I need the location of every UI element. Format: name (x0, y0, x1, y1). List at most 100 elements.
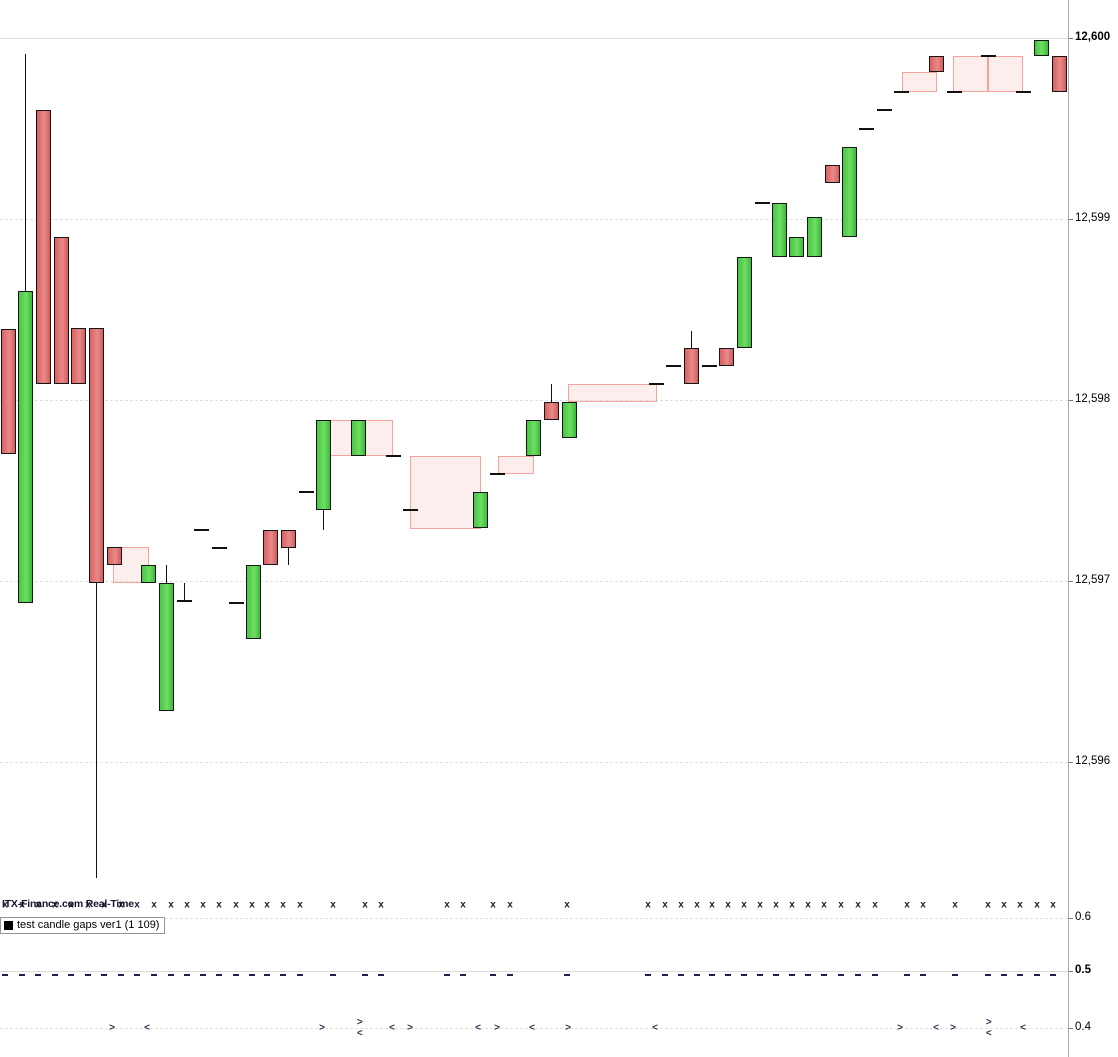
indicator-dash-mark (68, 974, 74, 976)
indicator-dash-mark (952, 974, 958, 976)
indicator-x-mark: x (378, 899, 384, 911)
axis-tick (1068, 219, 1073, 220)
indicator-dash-mark (297, 974, 303, 976)
axis-tick (1068, 971, 1073, 972)
indicator-dash-mark (249, 974, 255, 976)
indicator-dash-mark (118, 974, 124, 976)
indicator-dash-mark (444, 974, 450, 976)
indicator-x-mark: x (460, 899, 466, 911)
indicator-arrow-mark: < (1020, 1022, 1026, 1034)
candle-doji (176, 599, 192, 602)
indicator-dash-mark (151, 974, 157, 976)
gridline (0, 400, 1068, 401)
candle-flat (228, 601, 244, 604)
candle-up (806, 217, 822, 257)
indicator-gridline (0, 1028, 1068, 1029)
indicator-dash-mark (789, 974, 795, 976)
gap-box (953, 56, 988, 93)
price-label: 12,598 (1075, 393, 1111, 405)
candle-up (525, 419, 541, 457)
candle-up (140, 564, 156, 583)
indicator-x-mark: x (507, 899, 513, 911)
indicator-x-mark: x (68, 899, 74, 911)
candle-up (736, 257, 752, 348)
price-label: 12,596 (1075, 755, 1111, 767)
candle-down (53, 237, 69, 384)
price-label: 12,599 (1075, 212, 1111, 224)
candle-flat (701, 364, 717, 367)
indicator-dash-mark (507, 974, 513, 976)
indicator-label: 0.4 (1075, 1021, 1091, 1033)
indicator-arrow-mark: > (950, 1022, 956, 1034)
indicator-arrow-mark: >< (985, 1017, 992, 1039)
indicator-x-mark: x (118, 899, 124, 911)
indicator-x-mark: x (184, 899, 190, 911)
indicator-x-mark: x (773, 899, 779, 911)
candle-down (928, 56, 944, 73)
indicator-x-mark: x (678, 899, 684, 911)
candle-flat (858, 127, 874, 130)
indicator-dash-mark (1050, 974, 1056, 976)
indicator-dash-mark (168, 974, 174, 976)
candle-up (17, 291, 33, 603)
legend-label: test candle gaps ver1 (1 109) (17, 919, 160, 931)
indicator-x-mark: x (168, 899, 174, 911)
gridline (0, 219, 1068, 220)
indicator-dash-mark (200, 974, 206, 976)
indicator-dash-mark (330, 974, 336, 976)
indicator-dash-mark (184, 974, 190, 976)
indicator-dash-mark (378, 974, 384, 976)
candle-up (1033, 39, 1049, 57)
price-label: 12,597 (1075, 574, 1111, 586)
indicator-dash-mark (872, 974, 878, 976)
indicator-arrow-mark: < (144, 1022, 150, 1034)
indicator-arrow-mark: < (389, 1022, 395, 1034)
axis-tick (1068, 762, 1073, 763)
indicator-legend[interactable]: test candle gaps ver1 (1 109) (0, 917, 166, 934)
indicator-dash-mark (709, 974, 715, 976)
candle-flat (1015, 91, 1031, 94)
indicator-dash-mark (920, 974, 926, 976)
indicator-x-mark: x (920, 899, 926, 911)
candle-down (0, 329, 16, 455)
indicator-x-mark: x (297, 899, 303, 911)
indicator-label: 0.6 (1075, 911, 1091, 923)
indicator-dash-mark (134, 974, 140, 976)
candle-flat (876, 109, 892, 112)
indicator-dash-mark (490, 974, 496, 976)
candle-down (280, 530, 296, 549)
candle-up (472, 492, 488, 529)
gap-box (568, 383, 657, 402)
indicator-x-mark: x (101, 899, 107, 911)
indicator-dash-mark (264, 974, 270, 976)
indicator-dash-mark (1017, 974, 1023, 976)
indicator-dash-mark (678, 974, 684, 976)
axis-tick (1068, 581, 1073, 582)
indicator-x-mark: x (490, 899, 496, 911)
candle-down (543, 401, 559, 420)
indicator-dash-mark (280, 974, 286, 976)
axis-tick (1068, 918, 1073, 919)
indicator-dash-mark (725, 974, 731, 976)
candle-flat (893, 91, 909, 94)
indicator-arrow-mark: > (494, 1022, 500, 1034)
indicator-dash-mark (741, 974, 747, 976)
indicator-arrow-mark: > (897, 1022, 903, 1034)
candle-flat (402, 509, 418, 512)
indicator-dash-mark (460, 974, 466, 976)
indicator-x-mark: x (134, 899, 140, 911)
indicator-x-mark: x (805, 899, 811, 911)
indicator-x-mark: x (709, 899, 715, 911)
indicator-x-mark: x (2, 899, 8, 911)
indicator-x-mark: x (789, 899, 795, 911)
watermark: ITX-Finance.com Real-Time (2, 898, 134, 910)
indicator-arrow-mark: < (475, 1022, 481, 1034)
indicator-dash-mark (773, 974, 779, 976)
candle-down (824, 164, 840, 183)
indicator-x-mark: x (1034, 899, 1040, 911)
candle-down (718, 347, 734, 366)
indicator-x-mark: x (985, 899, 991, 911)
indicator-dash-mark (35, 974, 41, 976)
gap-box (498, 456, 534, 475)
candle-up (788, 237, 804, 257)
